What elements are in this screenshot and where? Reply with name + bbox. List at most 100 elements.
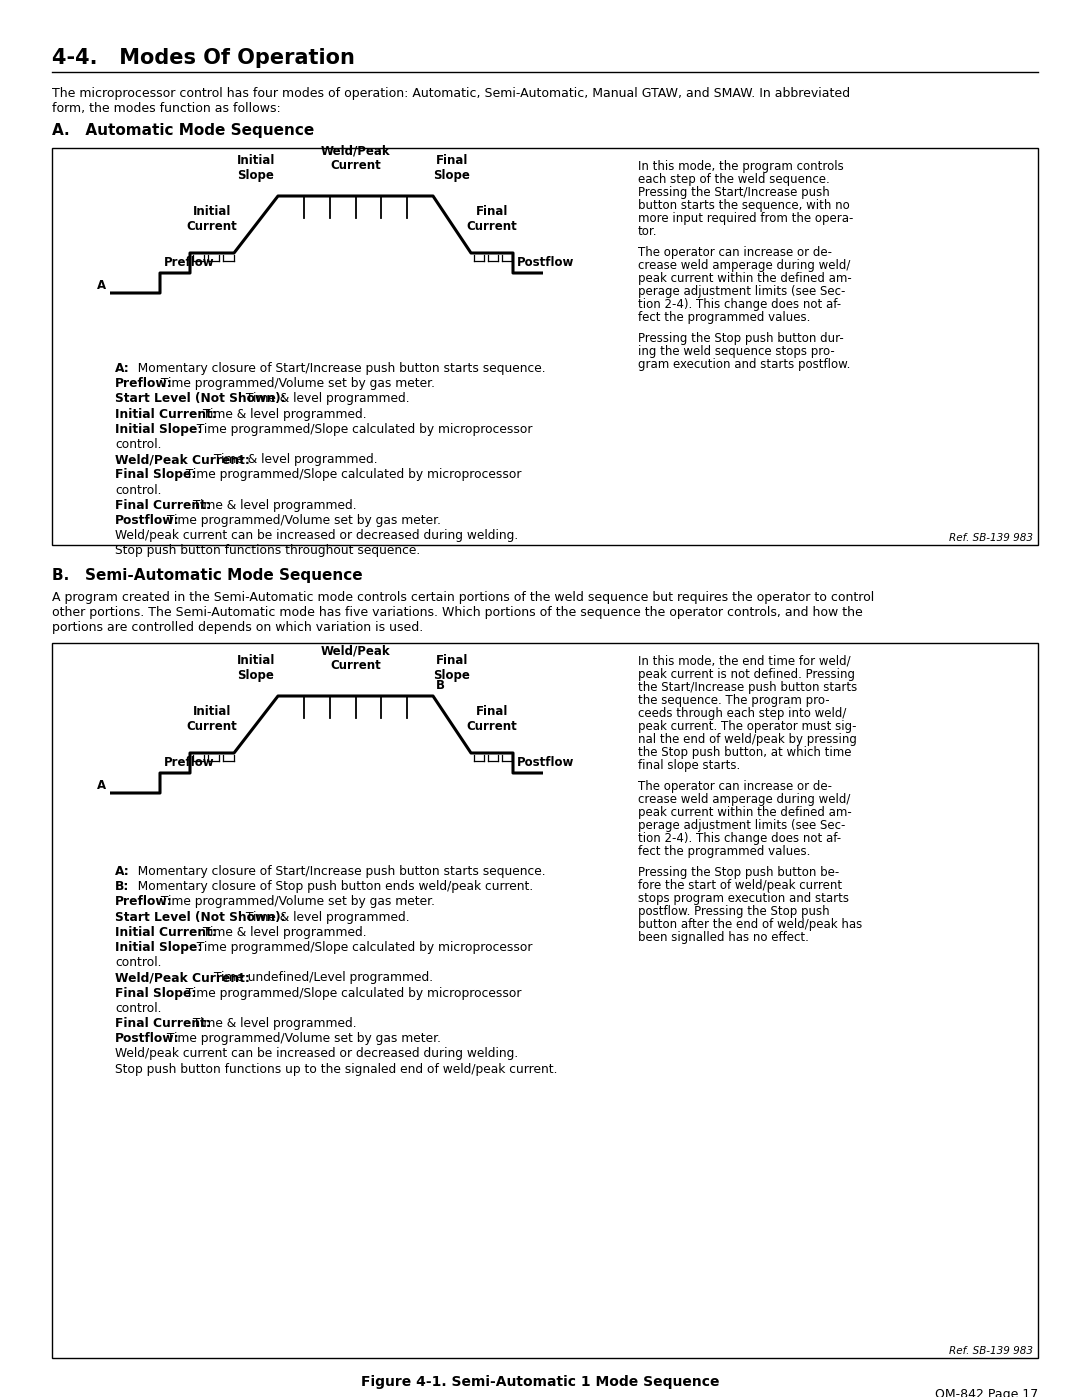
Text: Postflow: Postflow (517, 756, 575, 768)
Text: the Stop push button, at which time: the Stop push button, at which time (638, 746, 851, 759)
Text: Final Current:: Final Current: (114, 499, 211, 511)
Text: stops program execution and starts: stops program execution and starts (638, 893, 849, 905)
Text: button after the end of weld/peak has: button after the end of weld/peak has (638, 918, 862, 930)
Text: Initial
Slope: Initial Slope (237, 654, 275, 682)
Text: Final Slope:: Final Slope: (114, 986, 197, 1000)
Text: Initial Slope:: Initial Slope: (114, 942, 202, 954)
Text: The operator can increase or de-: The operator can increase or de- (638, 246, 832, 258)
Text: A:: A: (114, 362, 130, 374)
Text: Pressing the Start/Increase push: Pressing the Start/Increase push (638, 186, 829, 198)
Text: Final
Current: Final Current (467, 705, 517, 733)
Text: fect the programmed values.: fect the programmed values. (638, 312, 810, 324)
Text: In this mode, the program controls: In this mode, the program controls (638, 161, 843, 173)
Text: A: A (97, 279, 106, 292)
Text: control.: control. (114, 1002, 162, 1014)
Text: Initial Slope:: Initial Slope: (114, 423, 202, 436)
Bar (52, 148, 1038, 545)
Text: Momentary closure of Start/Increase push button starts sequence.: Momentary closure of Start/Increase push… (125, 362, 545, 374)
Text: peak current is not defined. Pressing: peak current is not defined. Pressing (638, 668, 855, 680)
Text: gram execution and starts postflow.: gram execution and starts postflow. (638, 358, 850, 372)
Text: postflow. Pressing the Stop push: postflow. Pressing the Stop push (638, 905, 829, 918)
Text: Momentary closure of Stop push button ends weld/peak current.: Momentary closure of Stop push button en… (125, 880, 532, 893)
Text: Ref. SB-139 983: Ref. SB-139 983 (949, 534, 1032, 543)
Text: Figure 4-1. Semi-Automatic 1 Mode Sequence: Figure 4-1. Semi-Automatic 1 Mode Sequen… (361, 1375, 719, 1389)
Text: Final
Current: Final Current (467, 205, 517, 233)
Text: B: B (436, 679, 445, 692)
Text: Time & level programmed.: Time & level programmed. (200, 926, 367, 939)
Text: Weld/peak current can be increased or decreased during welding.: Weld/peak current can be increased or de… (114, 1048, 518, 1060)
Text: fect the programmed values.: fect the programmed values. (638, 845, 810, 858)
Text: Weld/Peak Current:: Weld/Peak Current: (114, 453, 249, 467)
Text: button starts the sequence, with no: button starts the sequence, with no (638, 198, 850, 212)
Text: the sequence. The program pro-: the sequence. The program pro- (638, 694, 829, 707)
Text: Initial Current:: Initial Current: (114, 408, 217, 420)
Text: Preflow:: Preflow: (114, 895, 173, 908)
Text: peak current within the defined am-: peak current within the defined am- (638, 806, 852, 819)
Text: peak current. The operator must sig-: peak current. The operator must sig- (638, 719, 856, 733)
Text: ing the weld sequence stops pro-: ing the weld sequence stops pro- (638, 345, 835, 358)
Text: Stop push button functions throughout sequence.: Stop push button functions throughout se… (114, 545, 420, 557)
Text: Time & level programmed.: Time & level programmed. (189, 499, 356, 511)
Text: Initial Current:: Initial Current: (114, 926, 217, 939)
Text: Start Level (Not Shown):: Start Level (Not Shown): (114, 911, 285, 923)
Text: Time & level programmed.: Time & level programmed. (210, 453, 378, 467)
Text: crease weld amperage during weld/: crease weld amperage during weld/ (638, 258, 850, 272)
Text: Time programmed/Slope calculated by microprocessor: Time programmed/Slope calculated by micr… (189, 942, 532, 954)
Text: A program created in the Semi-Automatic mode controls certain portions of the we: A program created in the Semi-Automatic … (52, 591, 874, 604)
Text: Final
Slope: Final Slope (433, 154, 471, 182)
Text: crease weld amperage during weld/: crease weld amperage during weld/ (638, 793, 850, 806)
Text: control.: control. (114, 483, 162, 496)
Text: Stop push button functions up to the signaled end of weld/peak current.: Stop push button functions up to the sig… (114, 1063, 557, 1076)
Text: Time programmed/Slope calculated by microprocessor: Time programmed/Slope calculated by micr… (189, 423, 532, 436)
Text: Initial
Current: Initial Current (187, 705, 238, 733)
Text: Time programmed/Volume set by gas meter.: Time programmed/Volume set by gas meter. (162, 514, 441, 527)
Text: Preflow: Preflow (164, 256, 215, 270)
Text: The microprocessor control has four modes of operation: Automatic, Semi-Automati: The microprocessor control has four mode… (52, 87, 850, 101)
Text: Time programmed/Volume set by gas meter.: Time programmed/Volume set by gas meter. (158, 895, 435, 908)
Text: more input required from the opera-: more input required from the opera- (638, 212, 853, 225)
Text: Time programmed/Slope calculated by microprocessor: Time programmed/Slope calculated by micr… (178, 986, 522, 1000)
Bar (52, 643, 1038, 1358)
Text: control.: control. (114, 956, 162, 970)
Text: Time & level programmed.: Time & level programmed. (242, 393, 409, 405)
Text: tion 2-4). This change does not af-: tion 2-4). This change does not af- (638, 833, 841, 845)
Text: perage adjustment limits (see Sec-: perage adjustment limits (see Sec- (638, 285, 846, 298)
Text: tion 2-4). This change does not af-: tion 2-4). This change does not af- (638, 298, 841, 312)
Text: form, the modes function as follows:: form, the modes function as follows: (52, 102, 281, 115)
Text: Time programmed/Volume set by gas meter.: Time programmed/Volume set by gas meter. (158, 377, 435, 390)
Text: Postflow:: Postflow: (114, 514, 179, 527)
Text: Initial
Slope: Initial Slope (237, 154, 275, 182)
Text: Time & level programmed.: Time & level programmed. (200, 408, 367, 420)
Text: Weld/Peak Current:: Weld/Peak Current: (114, 971, 249, 985)
Text: portions are controlled depends on which variation is used.: portions are controlled depends on which… (52, 622, 423, 634)
Text: Initial
Current: Initial Current (187, 205, 238, 233)
Text: Preflow:: Preflow: (114, 377, 173, 390)
Text: Pressing the Stop push button be-: Pressing the Stop push button be- (638, 866, 839, 879)
Text: A: A (97, 780, 106, 792)
Text: Weld/Peak
Current: Weld/Peak Current (321, 644, 390, 672)
Text: peak current within the defined am-: peak current within the defined am- (638, 272, 852, 285)
Text: fore the start of weld/peak current: fore the start of weld/peak current (638, 879, 842, 893)
Text: Time & level programmed.: Time & level programmed. (189, 1017, 356, 1030)
Text: Start Level (Not Shown):: Start Level (Not Shown): (114, 393, 285, 405)
Text: Momentary closure of Start/Increase push button starts sequence.: Momentary closure of Start/Increase push… (125, 865, 545, 877)
Text: Final Current:: Final Current: (114, 1017, 211, 1030)
Text: The operator can increase or de-: The operator can increase or de- (638, 780, 832, 793)
Text: control.: control. (114, 439, 162, 451)
Text: other portions. The Semi-Automatic mode has five variations. Which portions of t: other portions. The Semi-Automatic mode … (52, 606, 863, 619)
Text: final slope starts.: final slope starts. (638, 759, 740, 773)
Text: Final Slope:: Final Slope: (114, 468, 197, 482)
Text: ceeds through each step into weld/: ceeds through each step into weld/ (638, 707, 847, 719)
Text: OM-842 Page 17: OM-842 Page 17 (935, 1389, 1038, 1397)
Text: Ref. SB-139 983: Ref. SB-139 983 (949, 1345, 1032, 1356)
Text: Pressing the Stop push button dur-: Pressing the Stop push button dur- (638, 332, 843, 345)
Text: A:: A: (114, 865, 130, 877)
Text: each step of the weld sequence.: each step of the weld sequence. (638, 173, 829, 186)
Text: Postflow:: Postflow: (114, 1032, 179, 1045)
Text: Time programmed/Slope calculated by microprocessor: Time programmed/Slope calculated by micr… (178, 468, 522, 482)
Text: Time undefined/Level programmed.: Time undefined/Level programmed. (210, 971, 433, 985)
Text: nal the end of weld/peak by pressing: nal the end of weld/peak by pressing (638, 733, 856, 746)
Text: the Start/Increase push button starts: the Start/Increase push button starts (638, 680, 858, 694)
Text: perage adjustment limits (see Sec-: perage adjustment limits (see Sec- (638, 819, 846, 833)
Text: been signalled has no effect.: been signalled has no effect. (638, 930, 809, 944)
